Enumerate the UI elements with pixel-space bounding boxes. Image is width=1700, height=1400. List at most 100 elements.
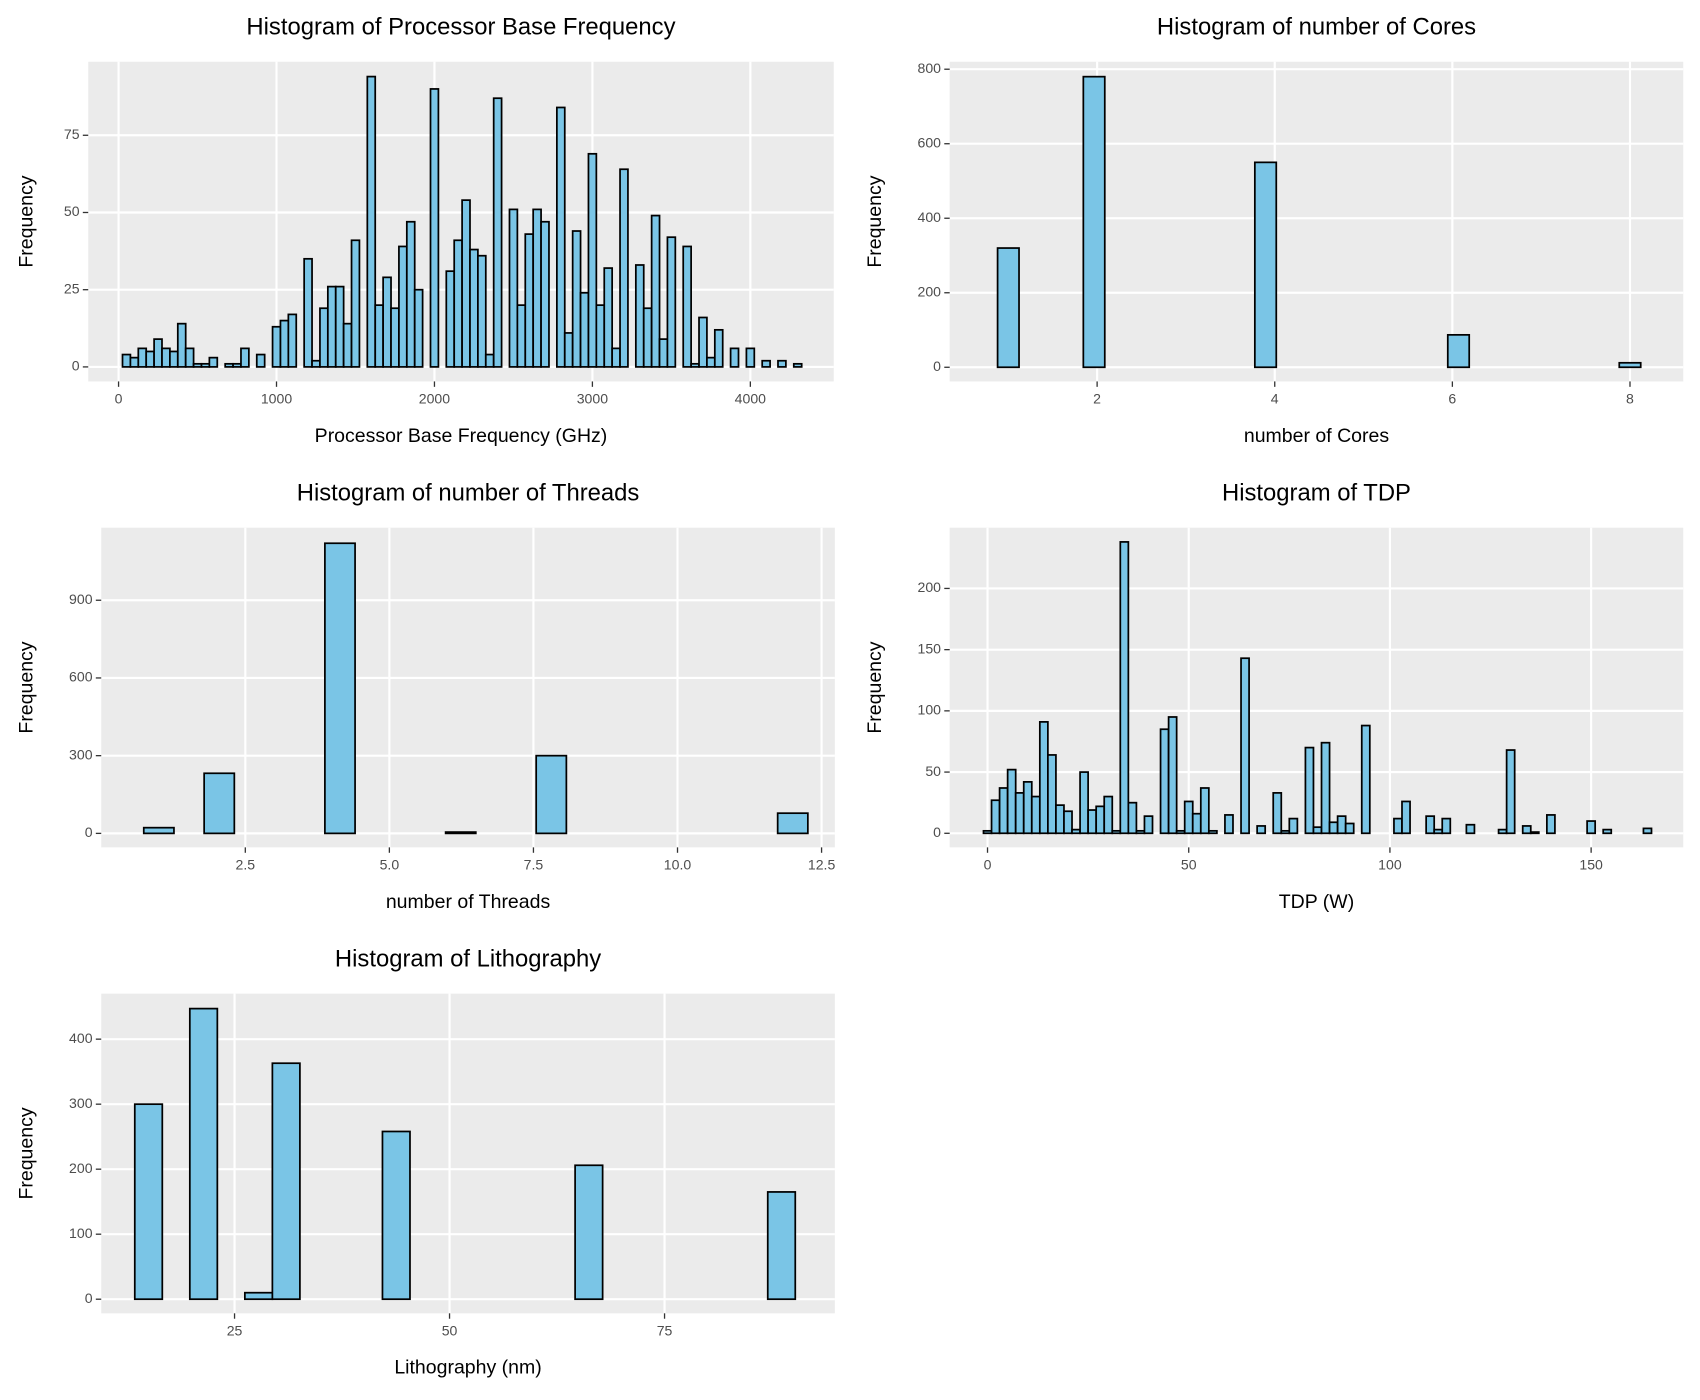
x-axis-title: Lithography (nm) — [394, 1357, 541, 1379]
bar — [224, 362, 234, 368]
y-tick-label: 100 — [918, 702, 942, 718]
bar — [243, 1291, 274, 1301]
x-axis-title: number of Cores — [1244, 425, 1389, 447]
bar — [405, 220, 416, 368]
bar — [619, 168, 629, 368]
bar — [271, 1062, 301, 1301]
y-tick-label: 50 — [925, 763, 941, 779]
y-tick-label: 900 — [69, 591, 93, 607]
bar — [998, 787, 1009, 835]
bar — [444, 831, 477, 835]
bar — [319, 307, 329, 368]
bar — [121, 353, 132, 368]
bar — [777, 359, 787, 368]
bar — [390, 307, 400, 368]
bar — [1312, 826, 1323, 835]
bar — [492, 97, 503, 368]
bar — [1441, 817, 1452, 835]
bar — [153, 338, 163, 368]
y-axis-title: Frequency — [864, 641, 886, 733]
bar — [208, 356, 219, 368]
bar — [1344, 822, 1355, 835]
bar — [137, 347, 148, 368]
x-tick-label: 4000 — [735, 391, 766, 407]
chart-title: Histogram of Lithography — [335, 945, 601, 972]
bar — [658, 338, 669, 368]
x-tick-label: 10.0 — [664, 857, 692, 873]
bar — [169, 350, 179, 368]
bar — [508, 208, 519, 368]
bar — [1063, 810, 1073, 835]
bar — [255, 353, 266, 368]
x-tick-label: 2 — [1093, 391, 1101, 407]
bar — [334, 285, 345, 368]
x-axis-title: Processor Base Frequency (GHz) — [315, 425, 608, 447]
x-tick-label: 2000 — [419, 391, 450, 407]
bar — [445, 270, 456, 368]
bar — [176, 322, 187, 368]
bar — [161, 347, 171, 368]
x-tick-label: 3000 — [577, 391, 608, 407]
y-axis-title: Frequency — [864, 175, 886, 267]
bar — [145, 350, 155, 368]
bar — [1022, 781, 1033, 835]
bar — [1465, 823, 1476, 835]
bar — [398, 245, 408, 368]
bar — [1175, 829, 1186, 835]
bar — [1401, 800, 1411, 835]
y-tick-label: 300 — [69, 1095, 93, 1111]
bar — [634, 264, 645, 368]
x-tick-label: 50 — [442, 1322, 458, 1338]
bar — [642, 307, 653, 368]
bar — [192, 362, 203, 368]
x-tick-label: 4 — [1271, 391, 1279, 407]
bar — [142, 826, 175, 835]
bar — [350, 239, 361, 368]
bar — [413, 288, 424, 368]
bar — [682, 245, 692, 368]
bar — [713, 328, 724, 368]
bar — [1199, 787, 1210, 835]
bar — [1038, 721, 1049, 835]
y-tick-label: 400 — [69, 1030, 93, 1046]
bar — [469, 248, 479, 368]
bar — [1071, 828, 1081, 835]
bar — [1224, 814, 1234, 835]
bar — [1433, 828, 1444, 835]
bar — [1505, 749, 1516, 835]
x-tick-label: 150 — [1579, 857, 1603, 873]
bar — [461, 199, 471, 368]
bar — [706, 356, 716, 368]
panel-background — [949, 61, 1684, 382]
bar — [326, 285, 337, 368]
bar — [535, 754, 568, 835]
chart-title: Histogram of Processor Base Frequency — [246, 13, 675, 40]
bar — [1111, 829, 1122, 835]
bar — [1360, 724, 1371, 835]
bar — [1183, 800, 1194, 835]
x-tick-label: 2.5 — [236, 857, 256, 873]
bar — [1320, 741, 1331, 835]
bar — [1079, 771, 1089, 835]
bar — [1167, 716, 1178, 835]
bar — [698, 316, 708, 368]
bar — [429, 88, 440, 368]
bar — [766, 1191, 797, 1301]
bar — [374, 304, 384, 368]
y-tick-label: 0 — [72, 358, 80, 374]
bar — [324, 542, 356, 835]
y-tick-label: 200 — [918, 579, 942, 595]
y-tick-label: 600 — [69, 669, 93, 685]
chart-title: Histogram of number of Threads — [297, 479, 640, 506]
bar — [1253, 161, 1278, 369]
x-tick-label: 5.0 — [380, 857, 400, 873]
bar — [1618, 361, 1642, 369]
x-tick-label: 100 — [1378, 857, 1402, 873]
bar — [133, 1103, 164, 1301]
bar — [666, 236, 677, 368]
bar — [1529, 831, 1540, 835]
bar — [524, 233, 535, 368]
bar — [477, 254, 487, 368]
bar — [776, 812, 809, 835]
bar — [579, 291, 590, 368]
